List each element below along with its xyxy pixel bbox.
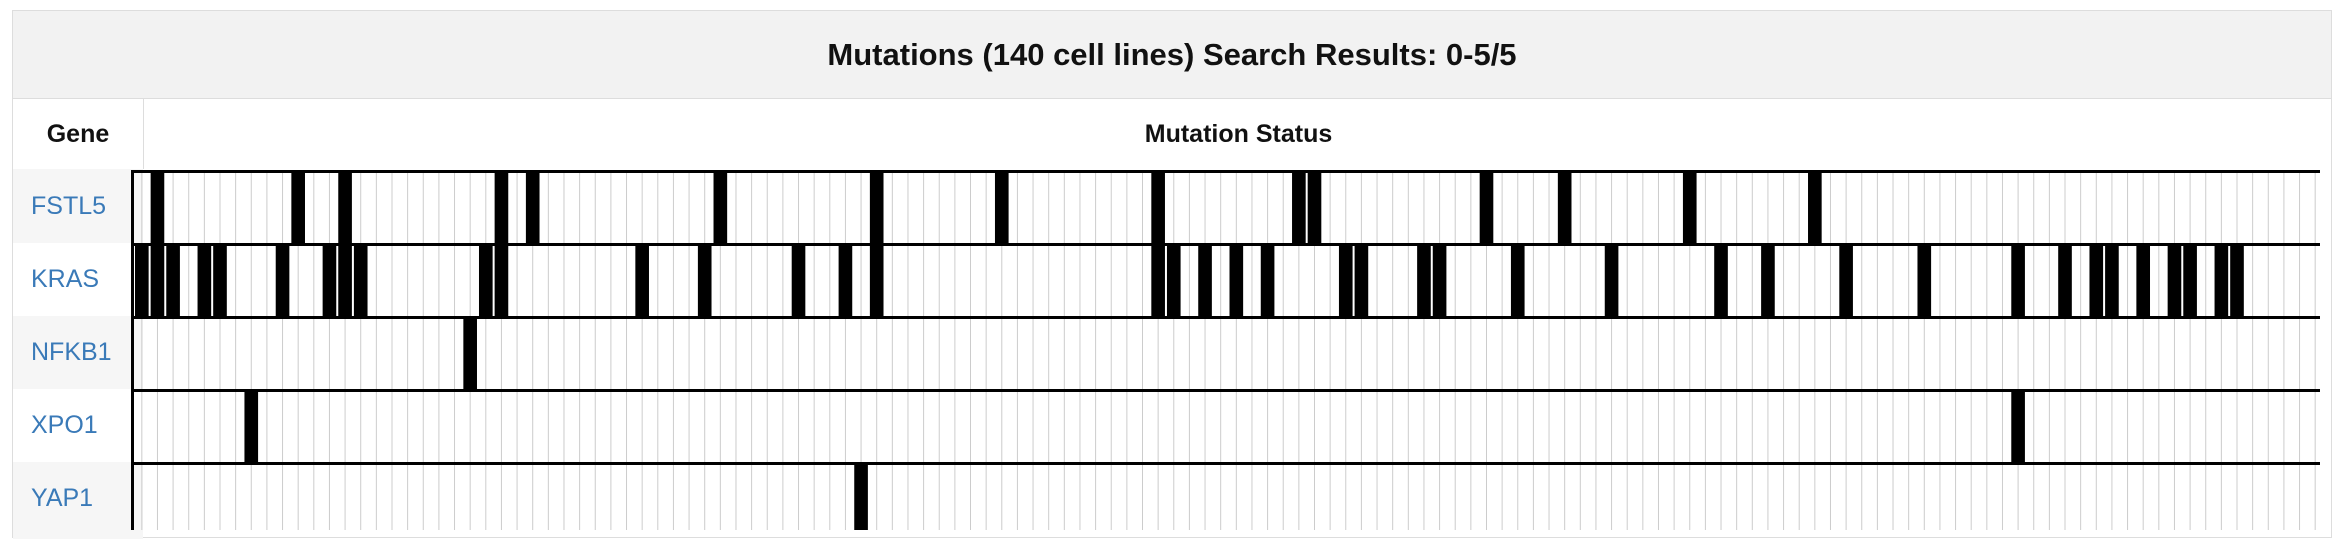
mutation-row-xpo1 [141, 392, 2316, 462]
mutation-bar[interactable] [353, 246, 368, 316]
mutation-status-grid [131, 170, 2320, 530]
mutation-bar[interactable] [1557, 173, 1572, 243]
mutation-bar[interactable] [1292, 173, 1306, 243]
mutation-bar[interactable] [1604, 246, 1619, 316]
mutation-bar[interactable] [1151, 173, 1165, 243]
mutation-bar[interactable] [1839, 246, 1853, 316]
row-separator [131, 389, 2320, 392]
mutation-bar[interactable] [1260, 246, 1275, 316]
mutation-bar[interactable] [478, 246, 493, 316]
mutation-bar[interactable] [2058, 246, 2072, 316]
gene-link-xpo1[interactable]: XPO1 [13, 389, 143, 462]
mutation-bar[interactable] [150, 173, 165, 243]
mutation-bar[interactable] [2089, 246, 2104, 316]
mutation-row-kras [135, 246, 2316, 316]
mutation-bar[interactable] [1229, 246, 1244, 316]
mutation-bar[interactable] [197, 246, 212, 316]
mutation-bar[interactable] [1808, 173, 1822, 243]
grid-left-border [131, 170, 134, 530]
mutation-bar[interactable] [1354, 246, 1369, 316]
mutation-bar[interactable] [135, 246, 149, 316]
gene-link-fstl5[interactable]: FSTL5 [13, 170, 143, 243]
mutation-bar[interactable] [635, 246, 649, 316]
mutation-bar[interactable] [2105, 246, 2119, 316]
mutation-bar[interactable] [1198, 246, 1212, 316]
mutation-bar[interactable] [150, 246, 165, 316]
mutation-bar[interactable] [1151, 246, 1165, 316]
mutation-bar[interactable] [1166, 246, 1181, 316]
mutation-bar[interactable] [1761, 246, 1775, 316]
mutation-bar[interactable] [494, 246, 509, 316]
mutation-row-fstl5 [141, 173, 2316, 243]
mutation-row-nfkb1 [141, 319, 2316, 389]
gene-link-kras[interactable]: KRAS [13, 243, 143, 316]
row-separator [131, 170, 2320, 173]
mutation-bar[interactable] [275, 246, 290, 316]
mutation-bar[interactable] [2214, 246, 2229, 316]
mutation-bar[interactable] [244, 392, 259, 462]
mutation-bar[interactable] [525, 173, 540, 243]
mutation-bar[interactable] [1417, 246, 1431, 316]
row-separator [131, 462, 2320, 465]
mutation-bar[interactable] [322, 246, 337, 316]
mutation-bar[interactable] [1714, 246, 1728, 316]
row-separator [131, 316, 2320, 319]
mutation-bar[interactable] [791, 246, 806, 316]
mutation-status-header: Mutation Status [143, 99, 2333, 169]
mutation-bar[interactable] [338, 246, 352, 316]
mutation-bar[interactable] [697, 246, 712, 316]
mutation-bar[interactable] [2136, 246, 2151, 316]
mutation-row-yap1 [141, 465, 2316, 530]
mutation-bar[interactable] [2011, 246, 2025, 316]
mutation-bar[interactable] [1432, 246, 1447, 316]
mutation-bar[interactable] [2011, 392, 2025, 462]
mutation-bar[interactable] [1510, 246, 1525, 316]
mutation-bar[interactable] [713, 173, 728, 243]
mutation-bar[interactable] [1479, 173, 1494, 243]
mutation-bar[interactable] [291, 173, 305, 243]
mutation-bar[interactable] [2230, 246, 2244, 316]
mutation-bar[interactable] [2183, 246, 2197, 316]
gene-column-header: Gene [13, 99, 143, 169]
mutation-bar[interactable] [1307, 173, 1322, 243]
mutation-bar[interactable] [994, 173, 1009, 243]
row-separator [131, 243, 2320, 246]
mutation-bar[interactable] [166, 246, 180, 316]
mutation-bar[interactable] [463, 319, 477, 389]
mutation-bar[interactable] [338, 173, 352, 243]
mutation-bar[interactable] [854, 465, 868, 530]
mutation-bar[interactable] [2167, 246, 2182, 316]
mutation-bar[interactable] [1682, 173, 1697, 243]
results-title: Mutations (140 cell lines) Search Result… [13, 11, 2331, 99]
mutation-bar[interactable] [838, 246, 853, 316]
mutation-bar[interactable] [1917, 246, 1932, 316]
mutation-bar[interactable] [213, 246, 227, 316]
gene-link-yap1[interactable]: YAP1 [13, 462, 143, 535]
mutation-bar[interactable] [869, 173, 884, 243]
mutation-bar[interactable] [1338, 246, 1353, 316]
mutation-bar[interactable] [869, 246, 884, 316]
mutation-bar[interactable] [494, 173, 509, 243]
gene-link-nfkb1[interactable]: NFKB1 [13, 316, 143, 389]
